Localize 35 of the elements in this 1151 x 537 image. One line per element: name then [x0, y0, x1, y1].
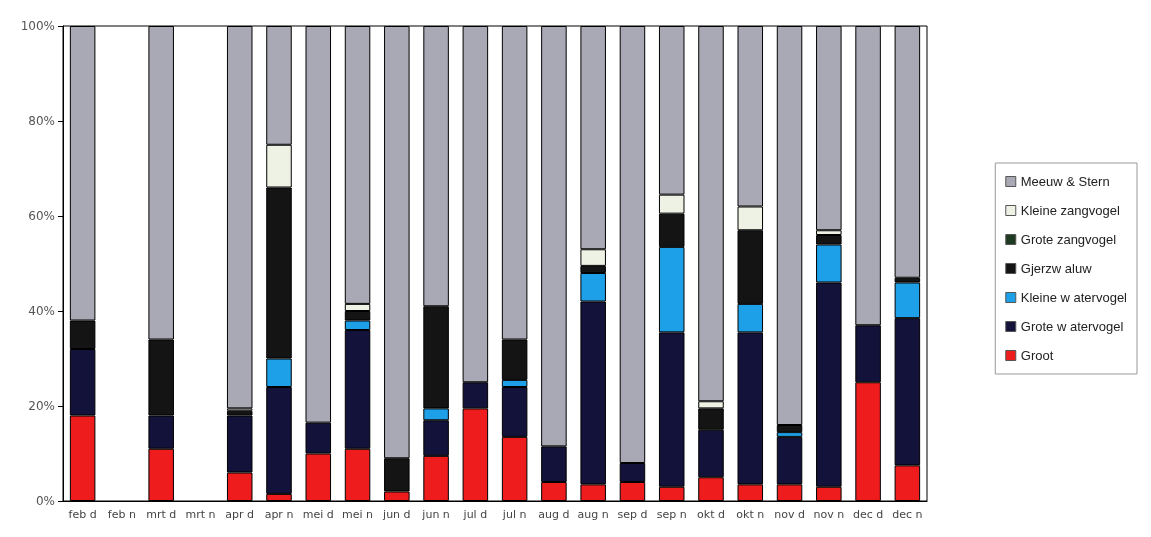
x-tick-label: mrt d — [146, 508, 177, 521]
x-tick-label: sep n — [656, 508, 687, 521]
x-tick-label: mei d — [302, 508, 334, 521]
x-tick-label: mei n — [342, 508, 374, 521]
y-tick-label: 100% — [20, 19, 55, 33]
legend-label: Gjerzw aluw — [1020, 261, 1093, 276]
x-tick-label: feb n — [107, 508, 136, 521]
x-tick-label: okt d — [697, 508, 725, 521]
y-tick-label: 80% — [28, 114, 55, 128]
x-tick-label: dec d — [852, 508, 884, 521]
x-tick-label: sep d — [617, 508, 648, 521]
x-tick-label: nov n — [813, 508, 845, 521]
x-tick-label: aug n — [577, 508, 609, 521]
x-tick-label: mrt n — [185, 508, 216, 521]
legend-label: Grote w atervogel — [1020, 319, 1124, 334]
y-tick-label: 40% — [28, 304, 55, 318]
legend-label: Grote zangvogel — [1020, 232, 1117, 247]
legend-label: Kleine w atervogel — [1020, 290, 1128, 305]
x-tick-label: dec n — [892, 508, 923, 521]
legend-label: Meeuw & Stern — [1020, 174, 1110, 189]
x-tick-label: jun n — [421, 508, 450, 521]
x-tick-label: feb d — [68, 508, 97, 521]
legend-label: Kleine zangvogel — [1020, 203, 1120, 218]
x-tick-label: jun d — [382, 508, 411, 521]
x-tick-label: okt n — [736, 508, 765, 521]
x-tick-label: apr n — [264, 508, 294, 521]
x-tick-label: apr d — [225, 508, 255, 521]
y-tick-label: 0% — [35, 494, 55, 508]
x-tick-label: jul d — [462, 508, 488, 521]
x-tick-label: nov d — [774, 508, 805, 521]
y-tick-label: 20% — [28, 399, 55, 413]
x-tick-label: jul n — [501, 508, 527, 521]
x-tick-label: aug d — [538, 508, 570, 521]
legend-label: Groot — [1020, 348, 1054, 363]
y-tick-label: 60% — [28, 209, 55, 223]
